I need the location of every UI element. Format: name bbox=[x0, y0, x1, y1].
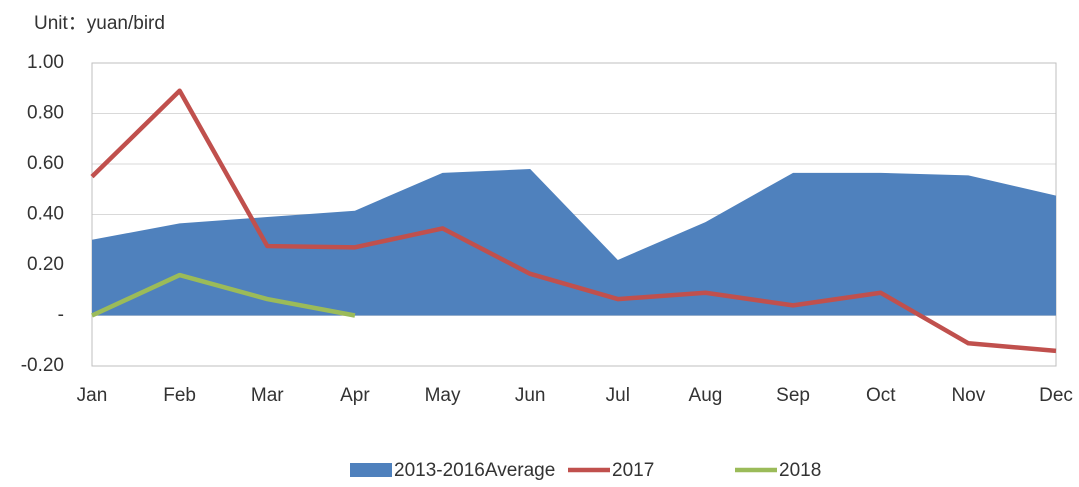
x-tick-label: Oct bbox=[866, 385, 896, 406]
line bbox=[90, 88, 1057, 354]
legend-swatch bbox=[350, 463, 392, 477]
x-tick-label: Apr bbox=[340, 385, 370, 406]
y-tick-label: 0.60 bbox=[27, 153, 64, 174]
line bbox=[91, 272, 356, 318]
y-tick-label: 0.20 bbox=[27, 254, 64, 275]
y-tick-label: 1.00 bbox=[27, 52, 64, 73]
x-tick-label: Mar bbox=[251, 385, 284, 406]
legend-label: 2017 bbox=[612, 460, 654, 481]
y-tick-label: 0.40 bbox=[27, 204, 64, 225]
x-tick-label: Aug bbox=[689, 385, 723, 406]
legend-label: 2013-2016Average bbox=[394, 460, 555, 481]
legend-label: 2018 bbox=[779, 460, 821, 481]
area bbox=[92, 169, 1056, 316]
y-tick-label: -0.20 bbox=[21, 355, 64, 376]
x-tick-label: Nov bbox=[951, 385, 985, 406]
x-tick-label: Jan bbox=[77, 385, 108, 406]
y-tick-label: - bbox=[58, 305, 64, 326]
unit-label: Unit：yuan/bird bbox=[34, 13, 165, 34]
x-tick-label: Jun bbox=[515, 385, 546, 406]
x-tick-label: May bbox=[425, 385, 461, 406]
x-tick-label: Dec bbox=[1039, 385, 1073, 406]
x-tick-label: Jul bbox=[606, 385, 630, 406]
y-tick-label: 0.80 bbox=[27, 103, 64, 124]
x-tick-label: Feb bbox=[163, 385, 196, 406]
x-tick-label: Sep bbox=[776, 385, 810, 406]
